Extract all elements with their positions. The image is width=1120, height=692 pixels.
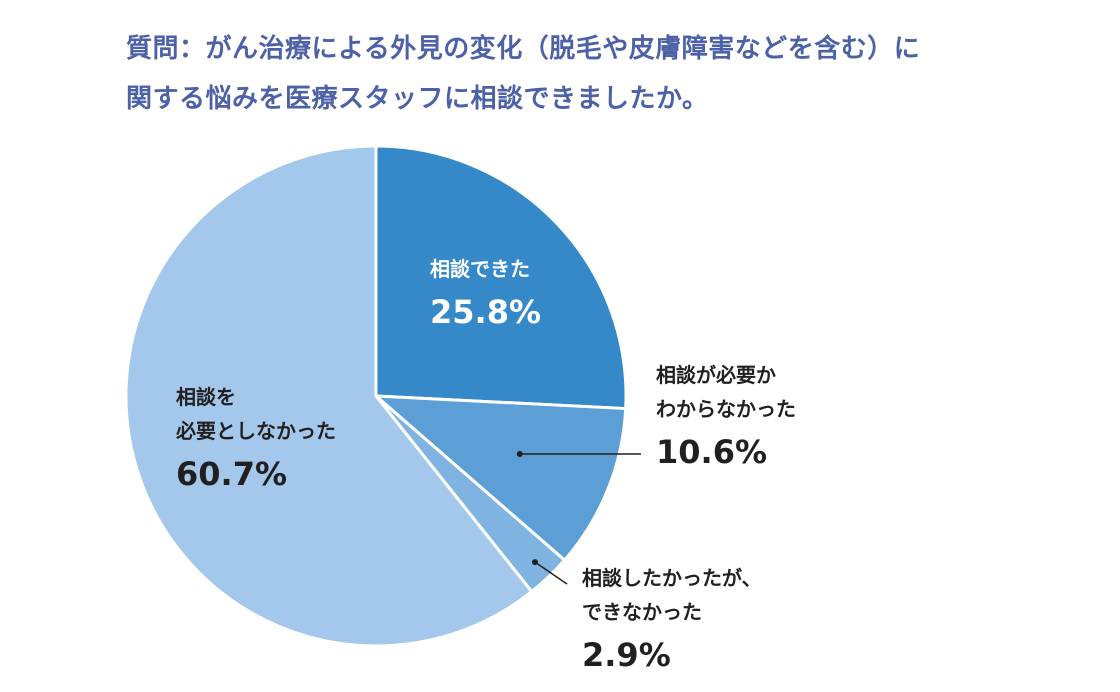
label-not-needed-percent: 60.7% <box>176 455 288 493</box>
leader-line-wanted-could-not <box>534 561 568 585</box>
chart-title-line-2: 関する悩みを医療スタッフに相談できましたか。 <box>126 84 709 114</box>
slice-consulted <box>374 144 628 411</box>
label-unsure-line-2: わからなかった <box>656 397 796 421</box>
label-wanted-could-not: 相談したかったが、 できなかった 2.9% <box>582 561 762 677</box>
label-not-needed-line-2: 必要としなかった <box>176 419 336 443</box>
label-consulted-line-1: 相談できた <box>430 257 530 281</box>
label-consulted: 相談できた 25.8% <box>430 252 541 334</box>
label-unsure-percent: 10.6% <box>656 433 768 471</box>
label-not-needed-line-1: 相談を <box>176 385 236 409</box>
label-wanted-could-not-line-2: できなかった <box>582 600 702 624</box>
slice-not-needed <box>124 144 534 648</box>
label-unsure: 相談が必要か わからなかった 10.6% <box>656 358 796 474</box>
slice-unsure <box>374 394 628 562</box>
label-wanted-could-not-percent: 2.9% <box>582 636 671 674</box>
label-not-needed: 相談を 必要としなかった 60.7% <box>176 380 336 496</box>
label-wanted-could-not-line-1: 相談したかったが、 <box>582 566 762 590</box>
chart-title-line-1: 質問：がん治療による外見の変化（脱毛や皮膚障害などを含む）に <box>126 34 921 64</box>
label-consulted-percent: 25.8% <box>430 293 542 331</box>
label-unsure-line-1: 相談が必要か <box>656 363 776 387</box>
chart-title: 質問：がん治療による外見の変化（脱毛や皮膚障害などを含む）に 関する悩みを医療ス… <box>126 24 1086 124</box>
